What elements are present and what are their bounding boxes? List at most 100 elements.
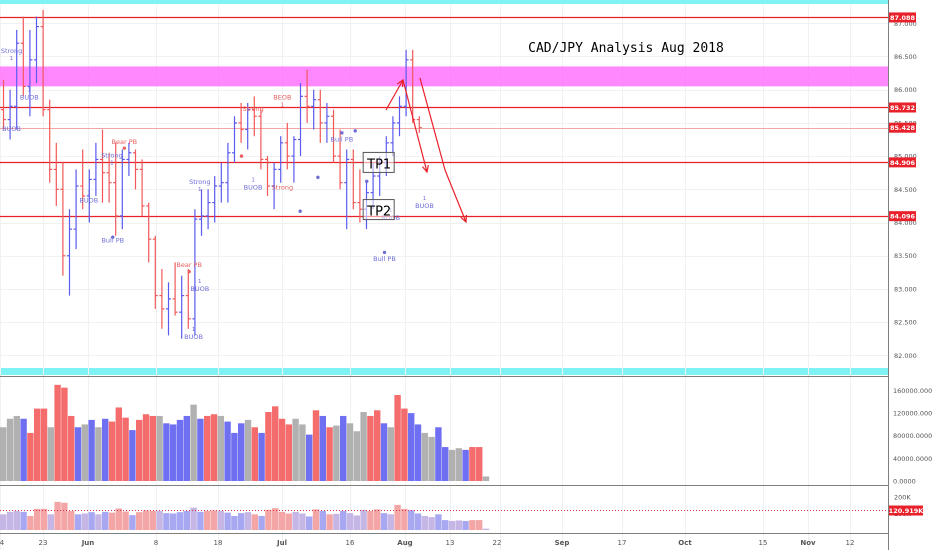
- annotation-count: 1: [10, 56, 14, 62]
- volume-bar: [462, 449, 469, 481]
- volume-bar: [469, 447, 476, 481]
- indicator-bar: [74, 514, 82, 530]
- signal-annotation: Bull PB: [101, 236, 124, 244]
- arrow-segment: [419, 77, 446, 171]
- arrow-segment: [402, 79, 428, 173]
- ohlc-bar: [152, 235, 158, 309]
- volume-bar: [149, 415, 156, 481]
- price-tick-label: 85.000: [894, 153, 917, 161]
- volume-bar: [183, 415, 190, 481]
- time-tick-label: Oct: [678, 539, 692, 547]
- ohlc-bar: [324, 102, 330, 143]
- volume-bar: [312, 410, 320, 481]
- arrow-head: [460, 214, 468, 224]
- ohlc-bar: [212, 176, 218, 223]
- indicator-bar: [414, 513, 422, 530]
- ohlc-bar: [199, 189, 204, 236]
- volume-bar: [414, 424, 422, 481]
- ohlc-bar: [271, 162, 277, 210]
- volume-bar: [374, 410, 381, 481]
- annotation-label: BUOB: [2, 125, 21, 133]
- ohlc-bar: [80, 149, 86, 210]
- volume-bar: [88, 419, 95, 481]
- ohlc-bar: [331, 109, 336, 163]
- indicator-last-tag: 120.919K: [889, 507, 925, 515]
- level-price-tag: 84.906: [890, 159, 916, 167]
- volume-bar: [95, 427, 102, 481]
- bottom-cyan-band: [0, 368, 888, 375]
- target-box-frame: [362, 199, 395, 221]
- ohlc-bar: [40, 10, 46, 117]
- volume-bar: [421, 432, 428, 481]
- volume-bar: [47, 427, 54, 481]
- volume-bar: [224, 421, 231, 481]
- indicator-bar: [27, 515, 34, 530]
- target-box-label: TP1: [366, 157, 391, 172]
- price-tick-label: 87.000: [894, 20, 917, 28]
- target-box-frame: [362, 151, 395, 173]
- indicator-bar: [244, 512, 252, 530]
- projection-arrows: [385, 77, 468, 224]
- indicator-bar: [367, 511, 374, 530]
- signal-dot: [239, 154, 244, 158]
- annotation-label: BUOB: [20, 94, 39, 102]
- time-tick-label: Nov: [800, 539, 816, 547]
- volume-bar: [61, 387, 68, 481]
- level-price-tag: 85.732: [890, 104, 915, 112]
- ohlc-bar: [337, 129, 343, 190]
- grid: [0, 5, 888, 550]
- indicator-bar: [13, 511, 20, 530]
- top-cyan-band: [0, 0, 888, 4]
- indicator-bar: [224, 512, 231, 530]
- ohlc-bar: [27, 29, 33, 117]
- indicator-bar: [258, 515, 265, 530]
- volume-bar: [27, 432, 34, 481]
- volume-bar: [20, 418, 27, 481]
- annotation-count: 1: [198, 187, 202, 193]
- volume-bar: [170, 424, 177, 481]
- signal-annotation: Bull PB: [331, 136, 354, 144]
- indicator-bar: [40, 508, 48, 530]
- ohlc-bar: [192, 209, 198, 336]
- indicator-bar: [408, 510, 415, 530]
- ohlc-bar: [166, 282, 171, 336]
- indicator-bar: [265, 509, 272, 530]
- volume-bar: [387, 427, 394, 481]
- volume-bar: [68, 415, 75, 481]
- level-price-tag-bg: [889, 157, 916, 168]
- signal-dot: [340, 131, 344, 135]
- volume-bar: [34, 408, 41, 481]
- level-price-tag: 84.096: [890, 213, 916, 221]
- ohlc-bar: [14, 29, 20, 130]
- indicator-bar: [68, 511, 75, 530]
- last-price-tag: 85.428: [890, 124, 916, 132]
- indicator-bar: [81, 513, 88, 530]
- annotation-label: BUOB: [244, 183, 263, 191]
- ohlc-bar: [53, 142, 59, 206]
- indicator-bar: [469, 520, 476, 530]
- volume-tick-label: 40000.0000: [893, 455, 932, 463]
- indicator-bar: [326, 514, 333, 530]
- ohlc-bar: [100, 129, 105, 203]
- indicator-bar: [292, 511, 299, 530]
- highlight-zone: [0, 66, 888, 87]
- volume-bar: [197, 418, 204, 481]
- indicator-bar: [6, 511, 14, 530]
- ohlc-bar: [1, 79, 6, 130]
- volume-bar: [346, 423, 354, 481]
- ohlc-bar: [232, 116, 237, 163]
- signal-dot: [353, 129, 357, 133]
- indicator-bar: [421, 515, 428, 530]
- indicator-bar: [312, 509, 320, 530]
- price-tick-label: 83.000: [894, 285, 917, 293]
- time-tick-label: 4: [0, 539, 5, 547]
- volume-bar: [210, 414, 218, 481]
- arrow-segment: [385, 79, 404, 111]
- volume-bar: [448, 449, 456, 481]
- ohlc-bar: [251, 96, 257, 137]
